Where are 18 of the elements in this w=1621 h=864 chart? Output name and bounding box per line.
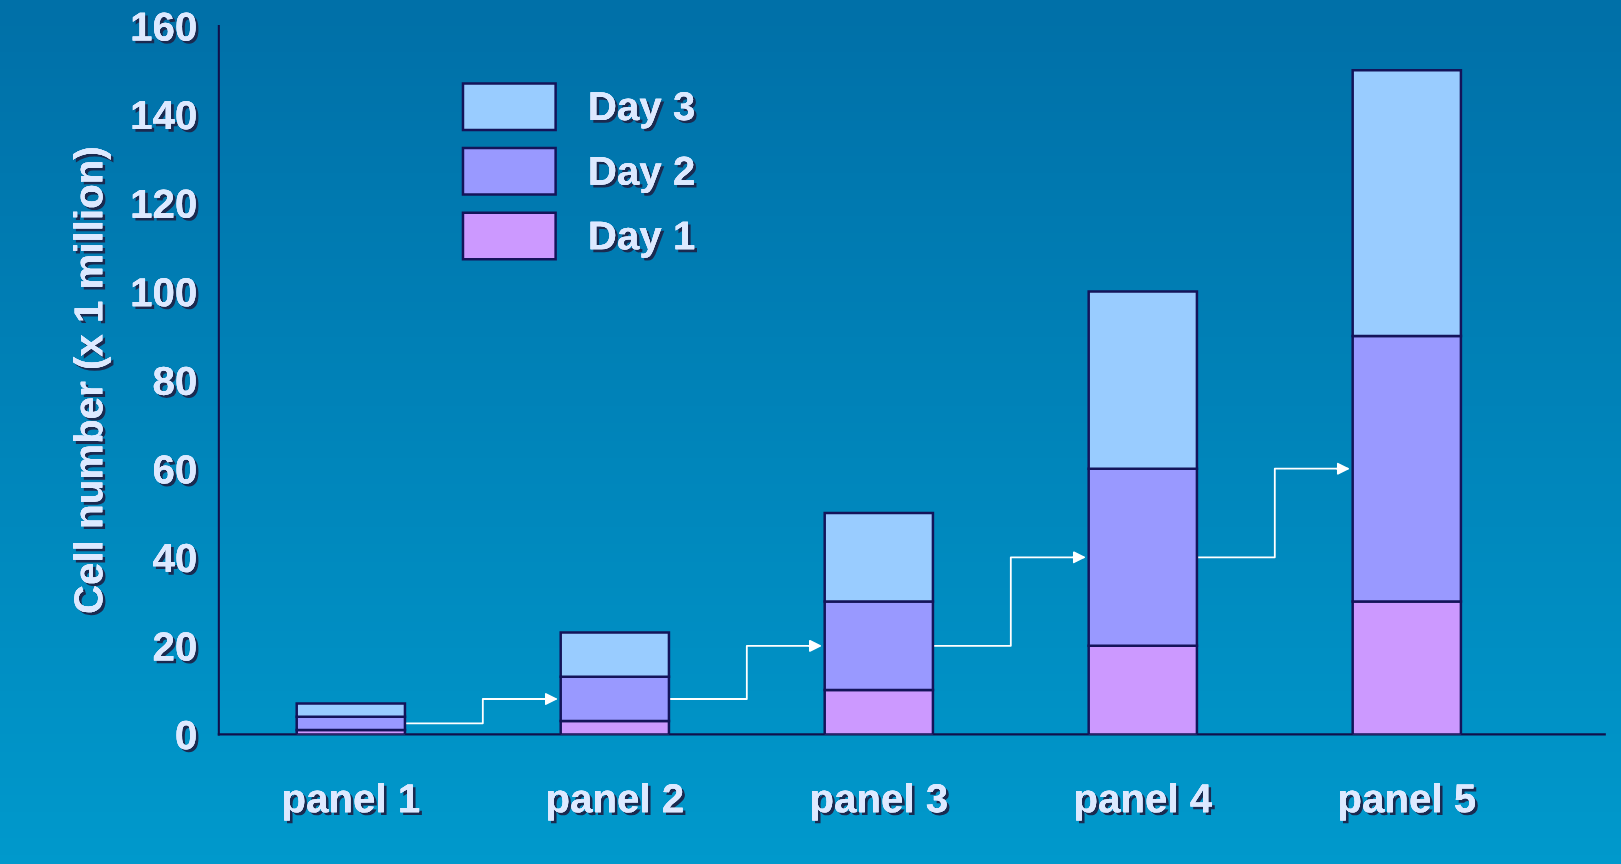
y-axis-title: Cell number (x 1 million) [73,148,114,616]
x-tick-label: panel 2 [548,783,686,824]
y-tick-label: 60 [153,455,199,487]
y-tick-label: 160 [132,12,199,44]
legend-label: Day 1 [590,221,697,261]
y-tick-label: 40 [153,543,199,576]
y-tick-label: 100 [132,278,199,310]
legend-label: Day 3 [590,91,697,132]
y-tick-label: 140 [132,100,199,133]
y-tick-label: 0 [176,720,199,753]
y-tick-label: 20 [153,632,199,664]
x-tick-label: panel 5 [1340,783,1478,824]
y-tick-label: 80 [153,366,199,398]
x-tick-label: panel 3 [812,783,950,824]
x-tick-label: panel 4 [1076,783,1215,824]
y-tick-label: 120 [132,189,199,221]
x-tick-label: panel 1 [284,783,422,824]
legend-label: Day 2 [590,156,697,196]
